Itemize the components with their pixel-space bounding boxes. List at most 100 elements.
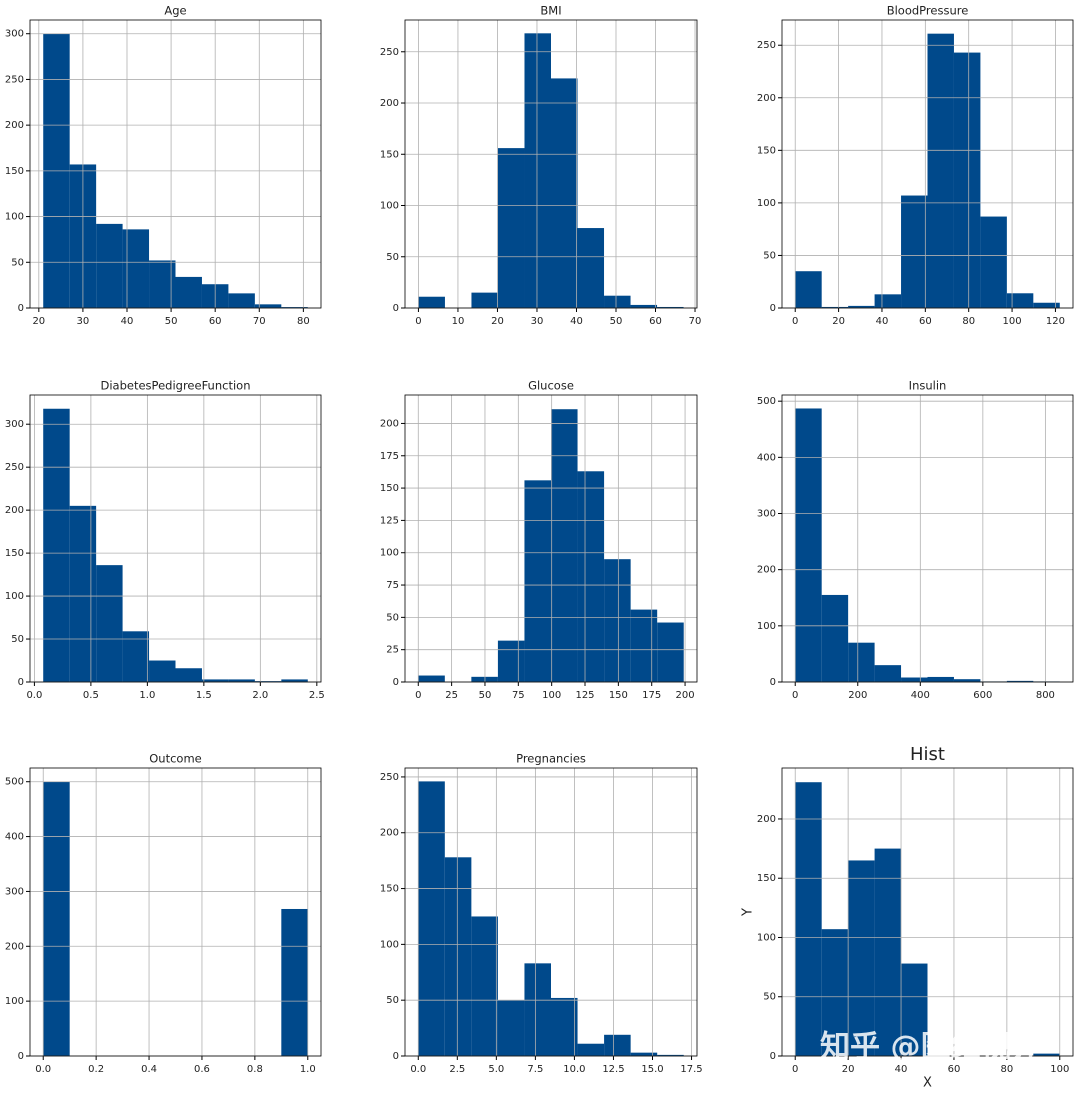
y-tick-label: 50 xyxy=(386,995,399,1006)
axes-frame xyxy=(404,19,698,309)
bar xyxy=(175,668,202,682)
bar xyxy=(228,293,255,308)
bar xyxy=(254,304,282,308)
x-tick-label: 20 xyxy=(32,316,45,327)
x-tick-label: 20 xyxy=(842,1064,855,1075)
watermark: 知乎 @医维视界 xyxy=(820,1030,1040,1065)
bar xyxy=(497,1000,525,1056)
y-tick-label: 200 xyxy=(757,565,776,576)
x-tick-label: 70 xyxy=(689,316,702,327)
y-tick-label: 0 xyxy=(770,677,776,688)
x-tick-label: 10 xyxy=(452,316,465,327)
bar xyxy=(795,271,822,308)
chart-title: Glucose xyxy=(528,379,574,393)
y-tick-label: 150 xyxy=(5,166,24,177)
bar xyxy=(657,622,684,682)
bar xyxy=(901,677,928,682)
bar xyxy=(604,1034,631,1056)
bar xyxy=(228,679,255,682)
x-tick-label: 30 xyxy=(531,316,544,327)
x-tick-label: 100 xyxy=(542,690,561,701)
chart-title: Insulin xyxy=(909,379,947,393)
x-tick-label: 2.5 xyxy=(309,690,325,701)
y-tick-label: 0 xyxy=(393,677,399,688)
bar xyxy=(657,1054,684,1056)
bar xyxy=(471,292,498,308)
axes-frame xyxy=(29,19,322,309)
y-tick-label: 200 xyxy=(5,120,24,131)
bar xyxy=(524,33,551,308)
y-tick-label: 300 xyxy=(757,509,776,520)
y-axis-label: Y xyxy=(741,908,756,917)
y-tick-label: 25 xyxy=(386,645,399,656)
y-tick-label: 50 xyxy=(11,634,24,645)
bar xyxy=(281,908,308,1056)
y-tick-label: 200 xyxy=(757,814,776,825)
x-tick-label: 50 xyxy=(165,316,178,327)
y-tick-label: 50 xyxy=(763,250,776,261)
y-tick-label: 500 xyxy=(5,777,24,788)
chart-title: Hist xyxy=(910,744,945,765)
chart-title: Age xyxy=(164,4,186,18)
x-tick-label: 100 xyxy=(1050,1064,1069,1075)
y-tick-label: 200 xyxy=(5,941,24,952)
bar xyxy=(874,294,902,308)
bar xyxy=(795,782,822,1056)
x-tick-label: 0 xyxy=(415,316,421,327)
x-tick-label: 200 xyxy=(676,690,695,701)
x-tick-label: 0.0 xyxy=(35,1064,51,1075)
y-tick-label: 100 xyxy=(757,198,776,209)
x-axis-label: X xyxy=(923,1076,932,1091)
x-tick-label: 17.5 xyxy=(680,1064,702,1075)
bar xyxy=(418,296,445,308)
x-tick-label: 40 xyxy=(876,316,889,327)
y-tick-label: 150 xyxy=(380,483,399,494)
axes-frame xyxy=(781,767,1074,1057)
chart-title: DiabetesPedigreeFunction xyxy=(101,379,251,393)
bar xyxy=(604,559,631,682)
y-tick-label: 150 xyxy=(757,145,776,156)
x-tick-label: 150 xyxy=(609,690,628,701)
axes-frame xyxy=(29,767,322,1057)
bar xyxy=(524,963,551,1056)
y-tick-label: 300 xyxy=(5,886,24,897)
bar xyxy=(901,963,928,1056)
x-tick-label: 0.5 xyxy=(83,690,99,701)
y-tick-label: 100 xyxy=(380,201,399,212)
axes-frame xyxy=(404,394,698,683)
bar xyxy=(471,916,498,1056)
bar xyxy=(577,471,605,682)
y-tick-label: 0 xyxy=(18,1051,24,1062)
x-tick-label: 0.8 xyxy=(247,1064,263,1075)
x-tick-label: 0.2 xyxy=(88,1064,104,1075)
x-tick-label: 30 xyxy=(77,316,90,327)
x-tick-label: 600 xyxy=(973,690,992,701)
y-tick-label: 400 xyxy=(757,452,776,463)
x-tick-label: 0 xyxy=(415,690,421,701)
bar xyxy=(281,307,308,308)
bar xyxy=(149,260,176,308)
bar xyxy=(657,306,684,308)
bar xyxy=(281,679,308,682)
y-tick-label: 50 xyxy=(763,992,776,1003)
x-tick-label: 0.0 xyxy=(26,690,42,701)
y-tick-label: 175 xyxy=(380,451,399,462)
y-tick-label: 0 xyxy=(18,677,24,688)
x-tick-label: 100 xyxy=(1003,316,1022,327)
bar xyxy=(551,409,578,682)
y-tick-label: 50 xyxy=(386,252,399,263)
bar xyxy=(953,679,981,682)
x-tick-label: 5.0 xyxy=(488,1064,504,1075)
x-tick-label: 60 xyxy=(919,316,932,327)
x-tick-label: 50 xyxy=(479,690,492,701)
y-tick-label: 100 xyxy=(757,621,776,632)
y-tick-label: 250 xyxy=(757,40,776,51)
chart-title: Pregnancies xyxy=(516,752,586,766)
y-tick-label: 100 xyxy=(5,591,24,602)
y-tick-label: 75 xyxy=(386,580,399,591)
x-tick-label: 0 xyxy=(792,316,798,327)
x-tick-label: 80 xyxy=(1000,1064,1013,1075)
bar xyxy=(149,660,176,682)
x-tick-label: 400 xyxy=(911,690,930,701)
bar xyxy=(497,640,525,682)
